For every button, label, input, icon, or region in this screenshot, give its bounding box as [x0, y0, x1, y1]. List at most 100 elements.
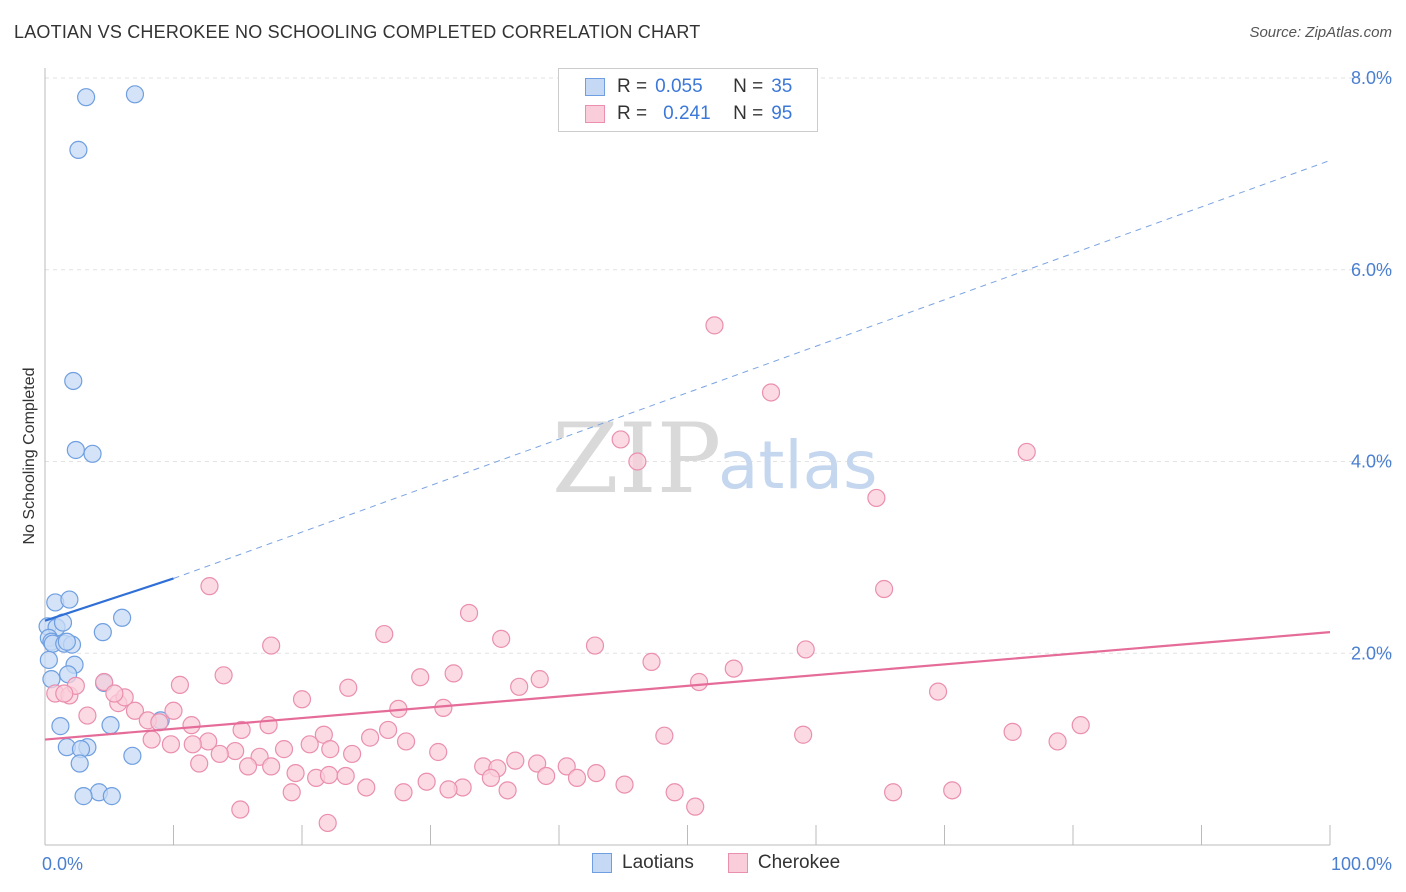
laotians-point — [74, 787, 93, 806]
cherokee-point — [318, 813, 337, 833]
laotians-point — [57, 632, 76, 651]
laotians-legend-swatch — [592, 853, 612, 873]
cherokee-point — [567, 768, 587, 787]
cherokee-point — [292, 690, 312, 709]
cherokee-point — [1017, 442, 1036, 462]
cherokee-point — [642, 652, 661, 671]
legend-item-cherokee[interactable]: Cherokee — [727, 852, 840, 874]
y-axis-label: No Schooling Completed — [21, 368, 38, 545]
cherokee-point — [161, 735, 181, 754]
laotians-legend-label: Laotians — [622, 852, 694, 873]
stats-legend: R = 0.055 N = 35 R = 0.241 N = 95 — [558, 68, 818, 132]
cherokee-point — [557, 757, 576, 776]
cherokee-point — [200, 577, 219, 596]
cherokee-point — [444, 664, 463, 683]
cherokee-point — [1048, 732, 1067, 751]
chart-source: Source: ZipAtlas.com — [1249, 24, 1392, 41]
cherokee-point — [319, 765, 339, 785]
cherokee-point — [231, 800, 250, 819]
cherokee-point — [867, 488, 886, 508]
legend-n-label: N = — [733, 103, 764, 124]
cherokee-point — [510, 677, 529, 696]
cherokee-point — [794, 725, 813, 744]
cherokee-point — [190, 754, 209, 773]
cherokee-point — [259, 716, 278, 735]
laotians-trendline-extension — [173, 159, 1331, 579]
cherokee-point — [498, 781, 517, 800]
laotians-point — [64, 371, 83, 391]
cherokee-point — [506, 751, 525, 770]
laotians-point — [70, 754, 89, 773]
cherokee-point — [611, 430, 630, 449]
cherokee-point — [585, 636, 605, 655]
y-tick-label: 2.0% — [1351, 643, 1392, 663]
legend-n-value: 95 — [771, 103, 793, 124]
cherokee-point — [78, 706, 97, 725]
laotians-point — [123, 746, 142, 765]
cherokee-point — [459, 603, 479, 623]
laotians-point — [93, 623, 112, 642]
cherokee-trendline — [44, 631, 1331, 741]
x-tick-label: 100.0% — [1331, 854, 1392, 874]
cherokee-point — [883, 783, 903, 802]
cherokee-point — [761, 383, 781, 402]
cherokee-point — [875, 579, 894, 599]
cherokee-swatch — [585, 105, 605, 123]
cherokee-point — [262, 636, 281, 655]
cherokee-point — [796, 640, 815, 659]
chart-title: LAOTIAN VS CHEROKEE NO SCHOOLING COMPLET… — [14, 22, 701, 42]
y-tick-label: 8.0% — [1351, 68, 1392, 88]
cherokee-point — [170, 675, 190, 694]
legend-r-value: 0.055 — [655, 76, 703, 97]
cherokee-point — [628, 452, 647, 471]
gridlines — [45, 77, 1392, 654]
cherokee-point — [55, 684, 74, 703]
laotians-point — [83, 444, 102, 463]
cherokee-point — [530, 670, 549, 689]
cherokee-point — [361, 728, 380, 747]
cherokee-point — [396, 732, 416, 751]
laotians-point — [60, 590, 79, 609]
axes — [44, 68, 1331, 846]
laotians-point — [66, 440, 85, 460]
trendlines — [44, 159, 1331, 741]
laotians-point — [125, 85, 145, 104]
cherokee-point — [537, 766, 556, 786]
cherokee-point — [182, 716, 201, 735]
legend-n-value: 35 — [771, 76, 793, 97]
cherokee-point — [343, 744, 362, 764]
laotians-trendline — [44, 577, 174, 622]
cherokee-point — [286, 763, 305, 783]
cherokee-point — [282, 783, 301, 802]
cherokee-point — [232, 720, 251, 740]
legend-item-laotians[interactable]: Laotians — [592, 852, 694, 874]
cherokee-point — [375, 624, 394, 644]
tick-labels: 2.0% 4.0% 6.0% 8.0% 0.0% 100.0% No Schooling C… — [21, 68, 1392, 874]
cherokee-point — [214, 666, 233, 685]
laotians-point — [69, 140, 88, 160]
cherokee-point — [164, 701, 183, 720]
cherokee-point — [943, 781, 962, 800]
cherokee-point — [183, 735, 202, 754]
cherokee-point — [587, 763, 606, 783]
cherokee-point — [429, 742, 448, 762]
x-tick-label: 0.0% — [42, 854, 83, 874]
legend-r-value: 0.241 — [663, 103, 711, 124]
cherokee-point — [95, 672, 114, 692]
cherokee-point — [1071, 716, 1090, 735]
cherokee-point — [105, 684, 124, 703]
cherokee-point — [665, 783, 684, 802]
cherokee-point — [686, 797, 705, 816]
legend-r-label: R = — [617, 103, 648, 124]
legend-row-cherokee: R = 0.241 N = 95 — [585, 102, 792, 126]
cherokee-point — [655, 726, 674, 745]
cherokee-point — [210, 744, 229, 764]
cherokee-point — [321, 740, 340, 759]
cherokee-point — [705, 316, 724, 335]
cherokee-point — [724, 659, 743, 678]
laotians-point — [77, 88, 96, 107]
cherokee-point — [262, 757, 281, 776]
y-tick-label: 4.0% — [1351, 452, 1392, 472]
